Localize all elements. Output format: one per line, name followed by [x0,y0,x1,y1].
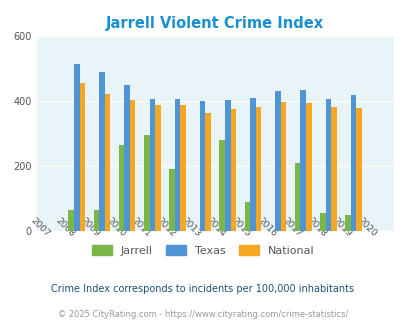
Bar [294,163,300,231]
Bar [79,83,85,231]
Bar [124,85,130,231]
Bar [149,99,155,231]
Bar [319,213,325,231]
Bar [344,215,350,231]
Bar [356,108,361,231]
Bar [330,107,336,231]
Bar [325,99,330,231]
Bar [180,105,185,231]
Bar [199,101,205,231]
Legend: Jarrell, Texas, National: Jarrell, Texas, National [87,241,318,260]
Bar [280,102,286,231]
Text: Crime Index corresponds to incidents per 100,000 inhabitants: Crime Index corresponds to incidents per… [51,284,354,294]
Bar [169,169,174,231]
Text: © 2025 CityRating.com - https://www.cityrating.com/crime-statistics/: © 2025 CityRating.com - https://www.city… [58,310,347,319]
Bar [68,210,74,231]
Bar [230,109,235,231]
Bar [350,95,356,231]
Bar [224,100,230,231]
Bar [255,107,260,231]
Bar [174,99,180,231]
Bar [300,90,305,231]
Bar [99,72,104,231]
Bar [130,100,135,231]
Bar [104,94,110,231]
Bar [305,103,311,231]
Bar [155,105,160,231]
Bar [94,210,99,231]
Bar [249,98,255,231]
Bar [219,140,224,231]
Bar [144,135,149,231]
Bar [275,91,280,231]
Bar [205,113,210,231]
Bar [119,145,124,231]
Bar [74,64,79,231]
Title: Jarrell Violent Crime Index: Jarrell Violent Crime Index [106,16,324,31]
Bar [244,202,249,231]
